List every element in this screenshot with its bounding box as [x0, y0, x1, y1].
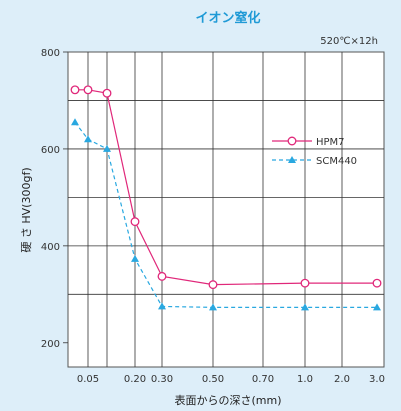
- grid: [68, 52, 384, 367]
- data-point-hpm7: [372, 278, 382, 288]
- x-tick-label: 0.30: [151, 374, 173, 385]
- data-point-scm440: [71, 118, 79, 126]
- y-tick-label: 200: [41, 339, 60, 350]
- data-point-scm440: [131, 254, 139, 262]
- data-point-scm440: [84, 135, 92, 143]
- legend-marker-hpm7: [287, 136, 297, 146]
- series-markers: [70, 85, 382, 311]
- chart-title: イオン窒化: [195, 10, 260, 26]
- y-tick-label: 400: [41, 242, 60, 253]
- data-point-hpm7: [102, 88, 112, 98]
- data-point-hpm7: [130, 217, 140, 227]
- x-tick-label: 0.20: [124, 374, 146, 385]
- x-tick-label: 2.0: [334, 374, 350, 385]
- legend-label-hpm7: HPM7: [316, 137, 345, 148]
- y-tick-label: 800: [41, 48, 60, 59]
- data-point-scm440: [209, 303, 217, 311]
- data-point-hpm7: [70, 85, 80, 95]
- x-tick-label: 1.0: [297, 374, 313, 385]
- data-point-scm440: [158, 302, 166, 310]
- x-tick-label: 3.0: [369, 374, 385, 385]
- treatment-condition: 520℃×12h: [320, 36, 378, 47]
- x-ticks: 0.05 0.20 0.30 0.50 0.70 1.0 2.0 3.0: [77, 374, 385, 385]
- y-tick-label: 600: [41, 145, 60, 156]
- data-point-scm440: [301, 303, 309, 311]
- legend: HPM7 SCM440: [272, 136, 357, 167]
- x-axis-label: 表面からの深さ(mm): [174, 393, 281, 407]
- data-point-hpm7: [208, 280, 218, 290]
- x-tick-label: 0.70: [252, 374, 274, 385]
- data-point-scm440: [103, 144, 111, 152]
- legend-label-scm440: SCM440: [316, 156, 357, 167]
- y-axis-label: 硬 さ HV(300gf): [20, 167, 33, 252]
- x-tick-label: 0.05: [77, 374, 99, 385]
- legend-marker-scm440: [288, 156, 296, 163]
- data-point-hpm7: [157, 271, 167, 281]
- data-point-hpm7: [300, 278, 310, 288]
- y-ticks: 200 400 600 800: [41, 48, 68, 350]
- plot-area: [67, 51, 385, 368]
- x-tick-label: 0.50: [202, 374, 224, 385]
- data-point-scm440: [373, 303, 381, 311]
- data-point-hpm7: [83, 85, 93, 95]
